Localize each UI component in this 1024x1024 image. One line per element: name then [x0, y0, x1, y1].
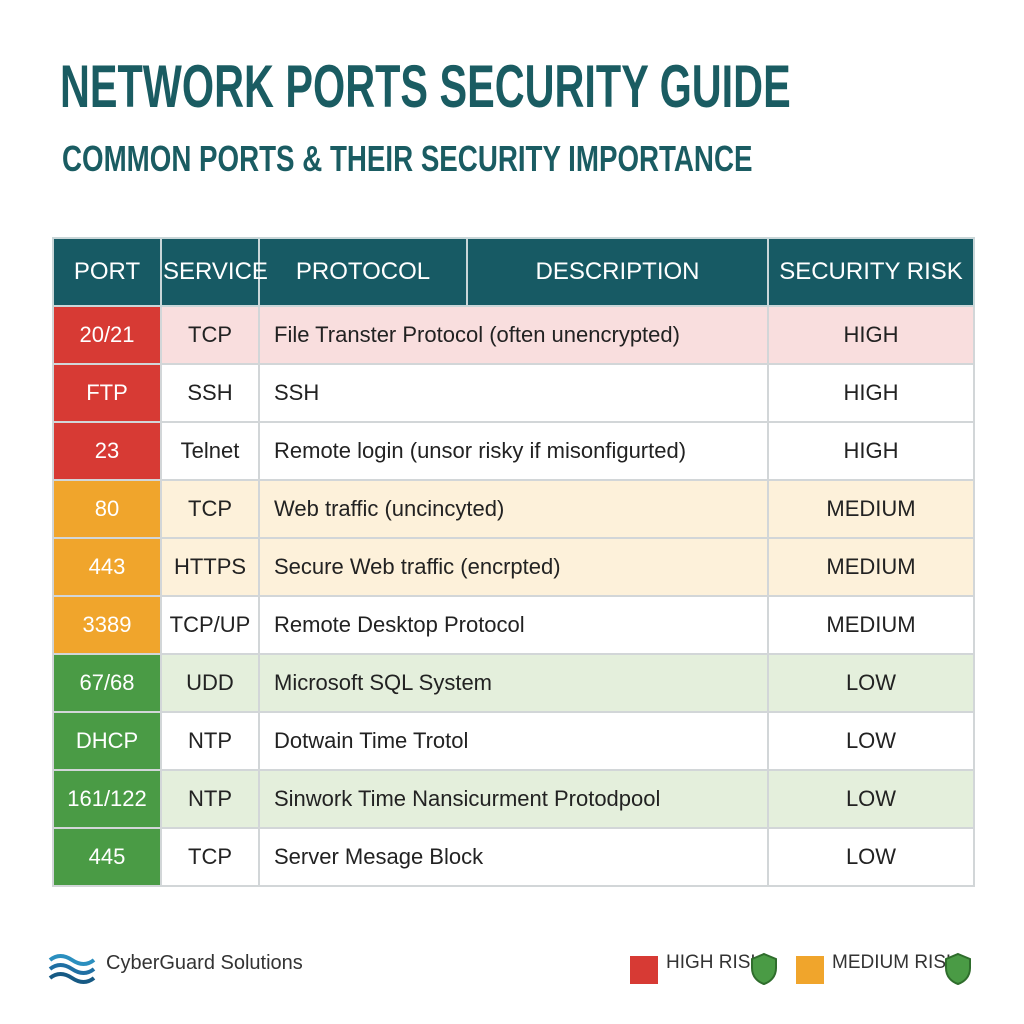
service-cell: HTTPS — [160, 537, 260, 597]
column-header: SERVICE — [160, 237, 268, 307]
port-cell: 67/68 — [52, 653, 162, 713]
risk-cell: HIGH — [767, 363, 975, 423]
port-cell: 80 — [52, 479, 162, 539]
description-cell: Web traffic (uncincyted) — [258, 479, 769, 539]
risk-cell: HIGH — [767, 421, 975, 481]
description-cell: Remote Desktop Protocol — [258, 595, 769, 655]
legend-label: MEDIUM RISK — [832, 952, 959, 973]
service-cell: NTP — [160, 769, 260, 829]
port-cell: 3389 — [52, 595, 162, 655]
service-cell: TCP/UP — [160, 595, 260, 655]
table-row: 80 TCP Web traffic (uncincyted) MEDIUM — [52, 479, 975, 539]
table-body: 20/21 TCP File Transter Protocol (often un… — [52, 305, 975, 887]
service-cell: UDD — [160, 653, 260, 713]
description-cell: Sinwork Time Nansicurment Protodpool — [258, 769, 769, 829]
service-cell: TCP — [160, 827, 260, 887]
risk-cell: LOW — [767, 653, 975, 713]
risk-cell: LOW — [767, 711, 975, 771]
risk-cell: LOW — [767, 769, 975, 829]
description-cell: Secure Web traffic (encrpted) — [258, 537, 769, 597]
legend-swatch — [630, 956, 658, 984]
table-row: FTP SSH SSH HIGH — [52, 363, 975, 423]
company-name: CyberGuard Solutions — [106, 952, 303, 974]
shield-icon — [751, 952, 777, 986]
table-row: 20/21 TCP File Transter Protocol (often un… — [52, 305, 975, 365]
port-cell: 161/122 — [52, 769, 162, 829]
column-header: DESCRIPTION — [466, 237, 769, 307]
header-row: PORT SERVICE PROTOCOL DESCRIPTION SECURITY R… — [52, 237, 975, 307]
column-header: SECURITY RISK — [767, 237, 975, 307]
port-cell: DHCP — [52, 711, 162, 771]
shield-icon — [945, 952, 971, 986]
table-row: 445 TCP Server Mesage Block LOW — [52, 827, 975, 887]
ports-table: PORT SERVICE PROTOCOL DESCRIPTION SECURITY R… — [52, 237, 975, 887]
table-row: 161/122 NTP Sinwork Time Nansicurment Prot… — [52, 769, 975, 829]
port-cell: 443 — [52, 537, 162, 597]
service-cell: NTP — [160, 711, 260, 771]
description-cell: Remote login (unsor risky if misonfigurt… — [258, 421, 769, 481]
description-cell: Microsoft SQL System — [258, 653, 769, 713]
column-header: PORT — [52, 237, 162, 307]
service-cell: TCP — [160, 305, 260, 365]
risk-cell: MEDIUM — [767, 537, 975, 597]
description-cell: File Transter Protocol (often unencrypte… — [258, 305, 769, 365]
subtitle: COMMON PORTS & THEIR SECURITY IMPORTANCE — [62, 138, 753, 179]
legend-label: HIGH RISK — [666, 952, 764, 973]
port-cell: 23 — [52, 421, 162, 481]
table-row: 67/68 UDD Microsoft SQL System LOW — [52, 653, 975, 713]
description-cell: SSH — [258, 363, 769, 423]
risk-cell: MEDIUM — [767, 595, 975, 655]
company-logo — [48, 954, 96, 984]
port-cell: FTP — [52, 363, 162, 423]
column-header: PROTOCOL — [258, 237, 468, 307]
table-row: 3389 TCP/UP Remote Desktop Protocol MEDIUM — [52, 595, 975, 655]
risk-cell: LOW — [767, 827, 975, 887]
legend-swatch — [796, 956, 824, 984]
title: NETWORK PORTS SECURITY GUIDE — [60, 53, 791, 120]
service-cell: SSH — [160, 363, 260, 423]
table-row: 23 Telnet Remote login (unsor risky if mis… — [52, 421, 975, 481]
port-cell: 20/21 — [52, 305, 162, 365]
description-cell: Dotwain Time Trotol — [258, 711, 769, 771]
service-cell: TCP — [160, 479, 260, 539]
risk-cell: HIGH — [767, 305, 975, 365]
port-cell: 445 — [52, 827, 162, 887]
service-cell: Telnet — [160, 421, 260, 481]
table-row: 443 HTTPS Secure Web traffic (encrpted) MED… — [52, 537, 975, 597]
table-row: DHCP NTP Dotwain Time Trotol LOW — [52, 711, 975, 771]
description-cell: Server Mesage Block — [258, 827, 769, 887]
risk-cell: MEDIUM — [767, 479, 975, 539]
